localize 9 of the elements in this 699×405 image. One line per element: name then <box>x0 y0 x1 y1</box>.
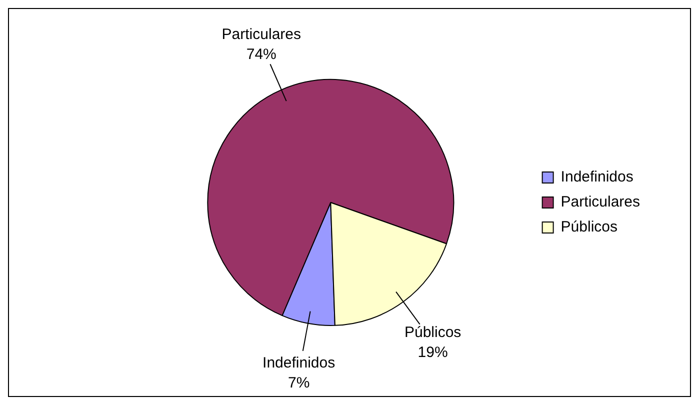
data-label: 74% <box>246 46 276 63</box>
data-label: 7% <box>288 374 310 392</box>
legend-label: Particulares <box>560 194 640 211</box>
legend-label: Públicos <box>560 218 618 236</box>
legend-label: Indefinidos <box>560 168 634 186</box>
data-label: 19% <box>418 344 448 362</box>
slice-label: Particulares <box>222 26 301 43</box>
slice-label: Indefinidos <box>262 354 336 372</box>
slice-label: Públicos <box>404 324 462 342</box>
